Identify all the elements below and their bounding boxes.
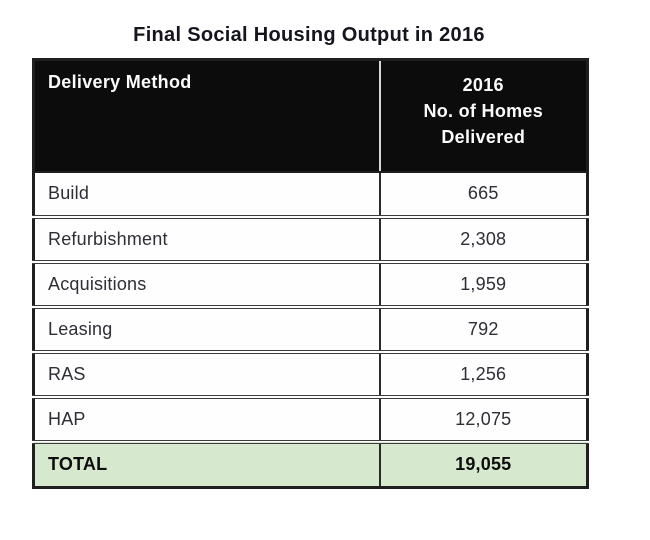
total-row: TOTAL 19,055 bbox=[33, 441, 588, 488]
total-label-cell: TOTAL bbox=[33, 441, 380, 488]
table-title: Final Social Housing Output in 2016 bbox=[133, 24, 485, 46]
table-row-hap: HAP 12,075 bbox=[33, 396, 588, 444]
value-cell: 792 bbox=[378, 306, 588, 354]
method-cell: Leasing bbox=[33, 306, 380, 354]
table-row-refurbishment: Refurbishment 2,308 bbox=[33, 216, 588, 264]
value-cell: 1,959 bbox=[378, 261, 588, 309]
header-line-delivered: Delivered bbox=[441, 127, 526, 147]
table-row-leasing: Leasing 792 bbox=[33, 306, 588, 354]
value-cell: 2,308 bbox=[378, 216, 588, 264]
header-delivery-method: Delivery Method bbox=[33, 59, 380, 173]
value-cell: 1,256 bbox=[378, 351, 588, 399]
method-cell: RAS bbox=[33, 351, 380, 399]
method-cell: Acquisitions bbox=[33, 261, 380, 309]
header-row: Delivery Method 2016 No. of Homes Delive… bbox=[33, 59, 588, 173]
header-line-year: 2016 bbox=[462, 75, 504, 95]
header-line-no-of-homes: No. of Homes bbox=[423, 101, 544, 121]
housing-output-table: Delivery Method 2016 No. of Homes Delive… bbox=[32, 58, 589, 489]
table-figure: Final Social Housing Output in 2016 Deli… bbox=[32, 24, 589, 489]
value-cell: 12,075 bbox=[378, 396, 588, 444]
method-cell: Refurbishment bbox=[33, 216, 380, 264]
method-cell: HAP bbox=[33, 396, 380, 444]
table-row-ras: RAS 1,256 bbox=[33, 351, 588, 399]
table-row-acquisitions: Acquisitions 1,959 bbox=[33, 261, 588, 309]
table-row-build: Build 665 bbox=[33, 171, 588, 219]
method-cell: Build bbox=[33, 171, 380, 219]
value-cell: 665 bbox=[378, 171, 588, 219]
header-homes-delivered: 2016 No. of Homes Delivered bbox=[378, 59, 588, 173]
total-value-cell: 19,055 bbox=[378, 441, 588, 488]
